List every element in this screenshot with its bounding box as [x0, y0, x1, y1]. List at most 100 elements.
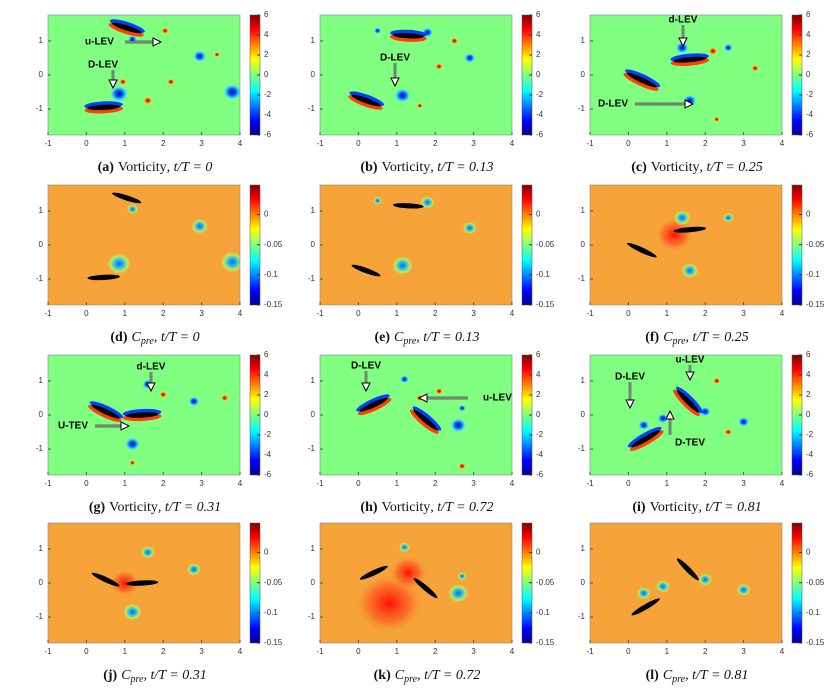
colorbar-tick-label: -0.1 — [806, 270, 820, 279]
vortex — [712, 377, 721, 385]
x-tick-label: 0 — [626, 647, 631, 656]
caption: (a) Vorticity, t/T = 0 — [98, 160, 213, 175]
colorbar-tick-label: -6 — [536, 130, 544, 139]
y-tick-label: -1 — [36, 104, 44, 113]
vortex — [673, 209, 692, 226]
vortex — [737, 416, 750, 427]
caption-label: (h) — [360, 500, 377, 515]
caption-label: (d) — [110, 330, 127, 345]
caption: (d) Cpre, t/T = 0 — [110, 330, 199, 347]
airfoil — [112, 192, 142, 204]
colorbar-tick-label: -2 — [536, 430, 544, 439]
x-tick-label: 3 — [741, 309, 746, 318]
colorbar-tick-label: -4 — [536, 110, 544, 119]
x-tick-label: -1 — [586, 479, 594, 488]
colorbar-tick-label: 0 — [536, 210, 541, 219]
y-tick-label: 1 — [581, 544, 586, 553]
colorbar-tick-label: -6 — [264, 470, 272, 479]
field — [320, 15, 512, 135]
x-tick-label: 4 — [510, 309, 515, 318]
colorbar-tick-label: 6 — [806, 350, 811, 359]
colorbar-tick-label: -0.1 — [264, 608, 278, 617]
colorbar-tick-label: 4 — [806, 30, 811, 39]
x-tick-label: 3 — [199, 309, 204, 318]
airfoil — [676, 558, 699, 581]
x-tick-label: 3 — [741, 647, 746, 656]
vortex — [394, 87, 412, 103]
colorbar-tick-label: -0.05 — [536, 578, 555, 587]
vortex — [167, 78, 175, 86]
caption-subscript: pre — [140, 336, 155, 347]
y-tick-label: 1 — [39, 36, 44, 45]
y-tick-label: -1 — [578, 612, 586, 621]
vortex — [161, 27, 169, 35]
x-tick-label: 4 — [238, 309, 243, 318]
x-tick-label: 4 — [780, 647, 785, 656]
vortex — [129, 460, 136, 466]
airfoil — [359, 565, 388, 580]
y-tick-label: 0 — [581, 578, 586, 587]
x-tick-label: 1 — [395, 479, 400, 488]
vortex — [435, 387, 443, 395]
colorbar-tick-label: -4 — [264, 110, 272, 119]
vortex — [458, 462, 466, 470]
vortex — [751, 64, 759, 72]
caption-quantity: Vorticity — [382, 160, 431, 175]
colorbar-tick-label: -0.1 — [264, 270, 278, 279]
airfoil — [351, 94, 381, 107]
colorbar-tick-label: -2 — [264, 430, 272, 439]
vortex — [420, 195, 436, 210]
caption-label: (g) — [89, 500, 106, 515]
y-tick-label: 0 — [39, 410, 44, 419]
x-tick-label: 3 — [199, 479, 204, 488]
colorbar-tick-label: -0.15 — [536, 300, 555, 309]
annotation: u-LEV — [85, 37, 114, 48]
vortex — [736, 583, 752, 597]
colorbar-tick-label: -0.15 — [806, 638, 825, 647]
airfoil — [125, 580, 159, 586]
airfoil — [627, 72, 657, 88]
y-tick-label: 0 — [311, 410, 316, 419]
y-tick-label: 1 — [311, 36, 316, 45]
vortex — [106, 252, 132, 275]
colorbar-tick-label: -0.1 — [536, 608, 550, 617]
caption-time: , t/T = 0.13 — [416, 330, 479, 345]
colorbar-tick-label: 0 — [806, 70, 811, 79]
vortex — [724, 428, 733, 436]
colorbar-tick-label: -0.15 — [806, 300, 825, 309]
y-tick-label: -1 — [308, 104, 316, 113]
colorbar-tick-label: 0 — [264, 70, 269, 79]
y-tick-label: -1 — [578, 444, 586, 453]
y-tick-label: 0 — [311, 70, 316, 79]
colorbar-tick-label: -4 — [806, 110, 814, 119]
panel: -1 0 1 2 3 4 1 0 -1 6 4 2 0 -2 -4 -6 D-LEV u-LEV D-TEV (i) V… — [578, 350, 814, 515]
vortex — [213, 51, 221, 58]
airfoil — [359, 397, 388, 412]
colorbar-tick-label: 6 — [264, 10, 269, 19]
y-tick-label: 1 — [311, 376, 316, 385]
x-tick-label: 3 — [741, 479, 746, 488]
vortex — [636, 586, 652, 600]
colorbar-tick-label: -4 — [536, 450, 544, 459]
caption-subscript: pre — [130, 674, 145, 685]
x-tick-label: 2 — [161, 479, 166, 488]
y-tick-label: 1 — [39, 206, 44, 215]
y-tick-label: -1 — [36, 612, 44, 621]
x-tick-label: 3 — [741, 139, 746, 148]
colorbar-tick-label: 2 — [806, 50, 811, 59]
colorbar-tick-label: 0 — [264, 210, 269, 219]
field — [48, 523, 240, 643]
x-tick-label: 2 — [161, 647, 166, 656]
annotation: d-LEV — [669, 15, 698, 26]
colorbar-tick-label: -6 — [806, 130, 814, 139]
colorbar-tick-label: -0.15 — [536, 638, 555, 647]
colorbar-tick-label: 2 — [536, 390, 541, 399]
x-tick-label: 4 — [238, 139, 243, 148]
caption-quantity: Vorticity — [650, 500, 699, 515]
caption: (k) Cpre, t/T = 0.72 — [374, 668, 481, 685]
pressure-high — [109, 569, 141, 597]
x-tick-label: 4 — [238, 479, 243, 488]
panel: -1 0 1 2 3 4 1 0 -1 6 4 2 0 -2 -4 -6 d-LEV D-LEV (c) Vortic… — [578, 10, 814, 175]
x-tick-label: -1 — [44, 647, 52, 656]
